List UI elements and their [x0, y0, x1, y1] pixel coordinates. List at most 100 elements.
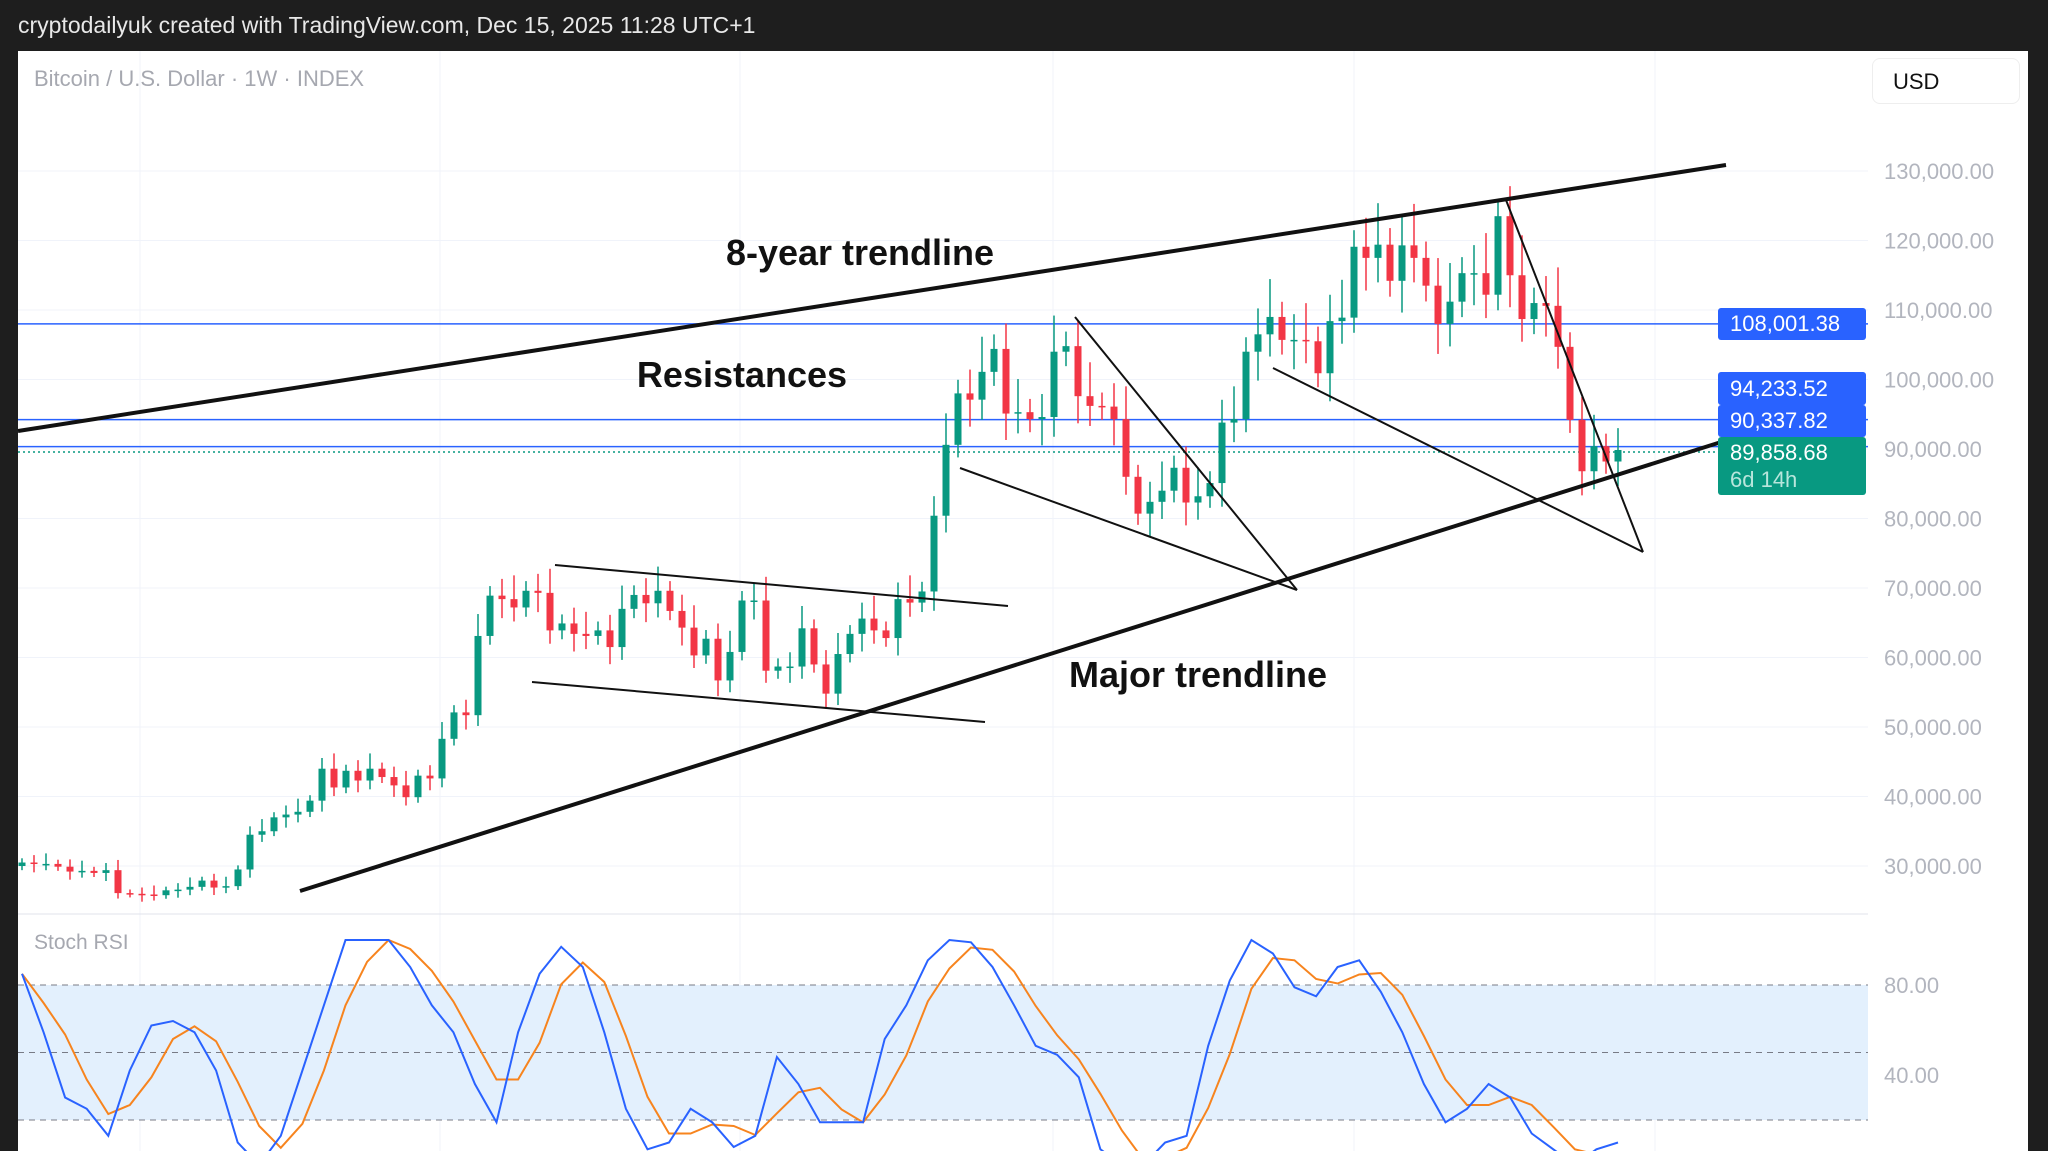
eight-year-trendline[interactable]	[17, 163, 1727, 433]
right-border	[2028, 51, 2048, 1151]
candle	[162, 886, 170, 899]
candle	[678, 594, 686, 646]
candle-body	[1062, 346, 1070, 352]
candle-body	[18, 862, 26, 866]
candle	[1002, 323, 1010, 440]
candle-body	[558, 623, 566, 631]
candle	[570, 607, 578, 652]
candle	[594, 621, 602, 645]
candle-body	[150, 894, 158, 896]
candle	[702, 630, 710, 664]
candle	[234, 865, 242, 890]
candle-body	[126, 893, 134, 895]
wedge1-lower-line[interactable]	[959, 467, 1298, 591]
candle	[210, 873, 218, 896]
flag-top-line[interactable]	[554, 564, 1009, 607]
candle	[546, 568, 554, 644]
last-price-label: 89,858.68 6d 14h	[1718, 437, 1866, 495]
major-trendline[interactable]	[299, 435, 1738, 893]
candle	[1470, 245, 1478, 306]
candle	[258, 819, 266, 842]
candle-body	[1614, 449, 1622, 462]
candle-body	[978, 371, 986, 400]
last-price: 89,858.68	[1730, 440, 1828, 465]
candle-body	[1206, 483, 1214, 497]
candle	[474, 614, 482, 726]
candle-body	[342, 770, 350, 788]
candle-body	[966, 393, 974, 400]
candle-body	[534, 590, 542, 593]
candle-body	[1326, 321, 1334, 374]
candle	[786, 652, 794, 683]
candle	[138, 887, 146, 902]
candle	[1398, 216, 1406, 313]
annotation-8-year-trendline: 8-year trendline	[725, 232, 995, 273]
flag-bottom-line[interactable]	[531, 681, 986, 723]
candle	[414, 769, 422, 803]
candle	[402, 770, 410, 806]
wedge2-lower-line[interactable]	[1272, 367, 1644, 553]
price-axis: 130,000.00 120,000.00 110,000.00 100,000.00…	[1884, 159, 1994, 879]
chart-area[interactable]	[18, 51, 2028, 1151]
candle-body	[990, 348, 998, 372]
candle	[1326, 294, 1334, 402]
candle-body	[942, 444, 950, 516]
candle-body	[1302, 339, 1310, 342]
candle-body	[810, 628, 818, 665]
price-tick-label: 130,000.00	[1884, 159, 1994, 184]
candle	[150, 885, 158, 901]
stoch-d-line	[21, 938, 1587, 1151]
candle	[762, 576, 770, 683]
candle	[1014, 379, 1022, 434]
candle-body	[606, 630, 614, 648]
candle	[1362, 217, 1370, 291]
candle	[1374, 203, 1382, 283]
candle	[30, 855, 38, 873]
candle	[1314, 326, 1322, 388]
candle	[1074, 320, 1082, 424]
candle	[1446, 263, 1454, 347]
price-tick-label: 50,000.00	[1884, 715, 1982, 740]
candle	[102, 863, 110, 882]
candle-body	[138, 893, 146, 896]
candle-body	[1530, 303, 1538, 320]
candle-body	[1170, 467, 1178, 491]
candle	[558, 614, 566, 640]
candle	[522, 581, 530, 617]
wedge2-upper-line[interactable]	[1505, 199, 1644, 553]
candle-body	[882, 630, 890, 639]
candles	[18, 186, 1622, 902]
currency-button[interactable]: USD	[1872, 58, 2020, 104]
candle-body	[1230, 419, 1238, 423]
candle-body	[1290, 339, 1298, 342]
candle	[342, 764, 350, 794]
candle-body	[906, 599, 914, 603]
candle-body	[1122, 419, 1130, 477]
candle	[1026, 398, 1034, 433]
candle	[918, 581, 926, 613]
wedge1-upper-line[interactable]	[1074, 316, 1298, 591]
candle	[1302, 303, 1310, 364]
candle	[198, 876, 206, 891]
candle	[318, 757, 326, 812]
candle	[270, 812, 278, 837]
header-caption: cryptodailyuk created with TradingView.c…	[0, 0, 2048, 51]
candle	[1554, 267, 1562, 369]
candle	[618, 585, 626, 660]
candle-body	[1218, 422, 1226, 484]
candle-body	[1482, 273, 1490, 295]
candle-body	[1314, 341, 1322, 374]
candle	[486, 586, 494, 645]
candle	[642, 578, 650, 623]
candle-body	[66, 866, 74, 872]
candle	[306, 795, 314, 818]
candle	[126, 889, 134, 898]
candle	[498, 578, 506, 619]
candle-body	[1506, 216, 1514, 276]
candle	[1278, 301, 1286, 355]
candle-body	[1098, 405, 1106, 408]
candle-body	[702, 638, 710, 656]
candle-body	[570, 623, 578, 634]
candle-body	[642, 594, 650, 604]
